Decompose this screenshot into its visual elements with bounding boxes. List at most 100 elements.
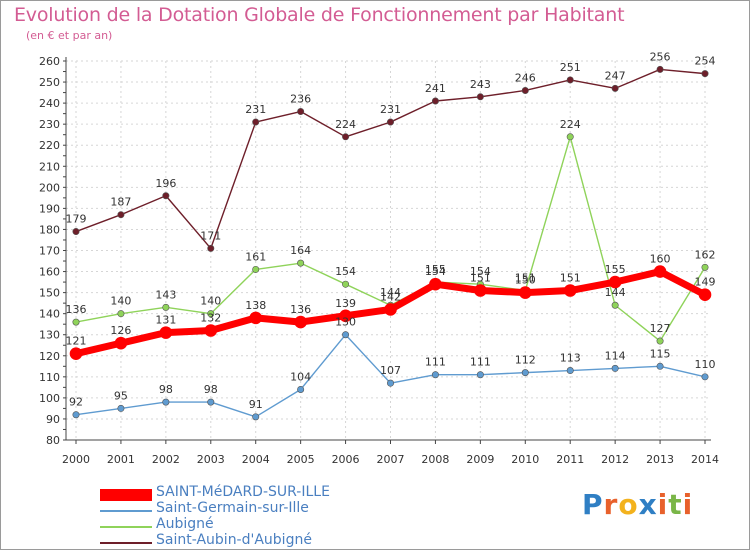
logo-letter: i <box>657 488 669 521</box>
data-point <box>476 371 484 379</box>
y-tick-label: 90 <box>46 413 60 426</box>
legend-swatch <box>100 510 152 512</box>
y-tick-label: 120 <box>39 350 60 363</box>
x-tick-label: 2000 <box>62 453 90 466</box>
x-tick-label: 2014 <box>691 453 719 466</box>
data-label: 151 <box>470 272 491 285</box>
data-point <box>117 211 125 219</box>
data-label: 130 <box>335 316 356 329</box>
logo-letter: i <box>682 488 694 521</box>
x-tick-label: 2002 <box>152 453 180 466</box>
data-label: 144 <box>380 286 401 299</box>
logo-letter: P <box>582 488 604 521</box>
data-label: 111 <box>425 356 446 369</box>
data-label: 154 <box>335 265 356 278</box>
data-point <box>518 286 532 299</box>
data-label: 91 <box>249 398 263 411</box>
data-point <box>386 118 394 126</box>
y-tick-label: 150 <box>39 287 60 300</box>
data-label: 150 <box>515 274 536 287</box>
data-label: 144 <box>605 286 626 299</box>
data-label: 136 <box>290 303 311 316</box>
data-point <box>608 275 622 289</box>
data-point <box>294 315 307 329</box>
data-label: 98 <box>159 383 173 396</box>
y-tick-label: 240 <box>39 97 60 110</box>
series-layer <box>69 65 712 421</box>
y-tick-label: 140 <box>39 308 60 321</box>
data-point <box>701 70 709 78</box>
data-label: 231 <box>245 103 266 116</box>
data-label: 140 <box>110 295 131 308</box>
data-label: 171 <box>200 229 221 242</box>
data-point <box>386 379 394 387</box>
y-tick-label: 100 <box>39 392 60 405</box>
data-label: 142 <box>380 290 401 303</box>
x-tick-label: 2004 <box>242 453 270 466</box>
data-label: 246 <box>515 71 536 84</box>
data-label: 111 <box>470 356 491 369</box>
data-point <box>653 265 667 278</box>
axes: 8090100110120130140150160170180190200210… <box>39 55 719 466</box>
legend-swatch <box>100 526 152 528</box>
data-label: 140 <box>200 295 221 308</box>
data-point <box>342 280 350 288</box>
data-point <box>339 309 352 323</box>
data-label: 151 <box>560 272 581 285</box>
data-label: 143 <box>155 288 176 301</box>
data-point <box>656 362 664 370</box>
data-label: 251 <box>560 61 581 74</box>
logo-letter: x <box>638 488 658 521</box>
data-label: 154 <box>425 265 446 278</box>
y-tick-label: 160 <box>39 266 60 279</box>
data-point <box>72 318 80 326</box>
data-label: 179 <box>66 213 87 226</box>
data-point <box>207 310 215 318</box>
data-point <box>476 93 484 101</box>
x-tick-label: 2011 <box>556 453 584 466</box>
x-tick-label: 2005 <box>287 453 315 466</box>
data-point <box>474 284 487 297</box>
data-point <box>249 311 263 325</box>
logo-letter: t <box>668 488 683 521</box>
data-label: 92 <box>69 396 83 409</box>
data-label: 224 <box>560 118 581 131</box>
x-tick-label: 2008 <box>421 453 449 466</box>
data-label: 154 <box>470 265 491 278</box>
data-point <box>611 301 619 309</box>
data-point <box>252 265 260 273</box>
data-point <box>69 347 83 360</box>
data-label: 243 <box>470 78 491 91</box>
legend-label: SAINT-MéDARD-SUR-ILLE <box>156 484 330 500</box>
data-label: 127 <box>650 322 671 335</box>
data-point <box>611 364 619 372</box>
data-label: 98 <box>204 383 218 396</box>
data-label: 231 <box>380 103 401 116</box>
data-point <box>656 337 664 345</box>
x-tick-label: 2006 <box>332 453 360 466</box>
y-tick-label: 190 <box>39 202 60 215</box>
data-point <box>162 398 170 406</box>
y-tick-label: 220 <box>39 139 60 152</box>
data-point <box>566 133 574 141</box>
data-label: 254 <box>695 55 716 68</box>
data-label: 247 <box>605 69 626 82</box>
data-label: 110 <box>695 358 716 371</box>
data-label: 164 <box>290 244 311 257</box>
data-point <box>114 336 128 350</box>
data-point <box>342 331 350 339</box>
y-tick-label: 80 <box>46 434 60 447</box>
y-tick-label: 200 <box>39 181 60 194</box>
logo-letter: o <box>618 488 639 521</box>
data-point <box>611 84 619 92</box>
y-tick-label: 110 <box>39 371 60 384</box>
data-point <box>207 244 215 252</box>
y-tick-label: 260 <box>39 55 60 68</box>
data-label: 138 <box>245 299 266 312</box>
chart-title: Evolution de la Dotation Globale de Fonc… <box>14 4 625 26</box>
data-point <box>566 367 574 375</box>
y-tick-label: 210 <box>39 160 60 173</box>
data-label: 236 <box>290 93 311 106</box>
